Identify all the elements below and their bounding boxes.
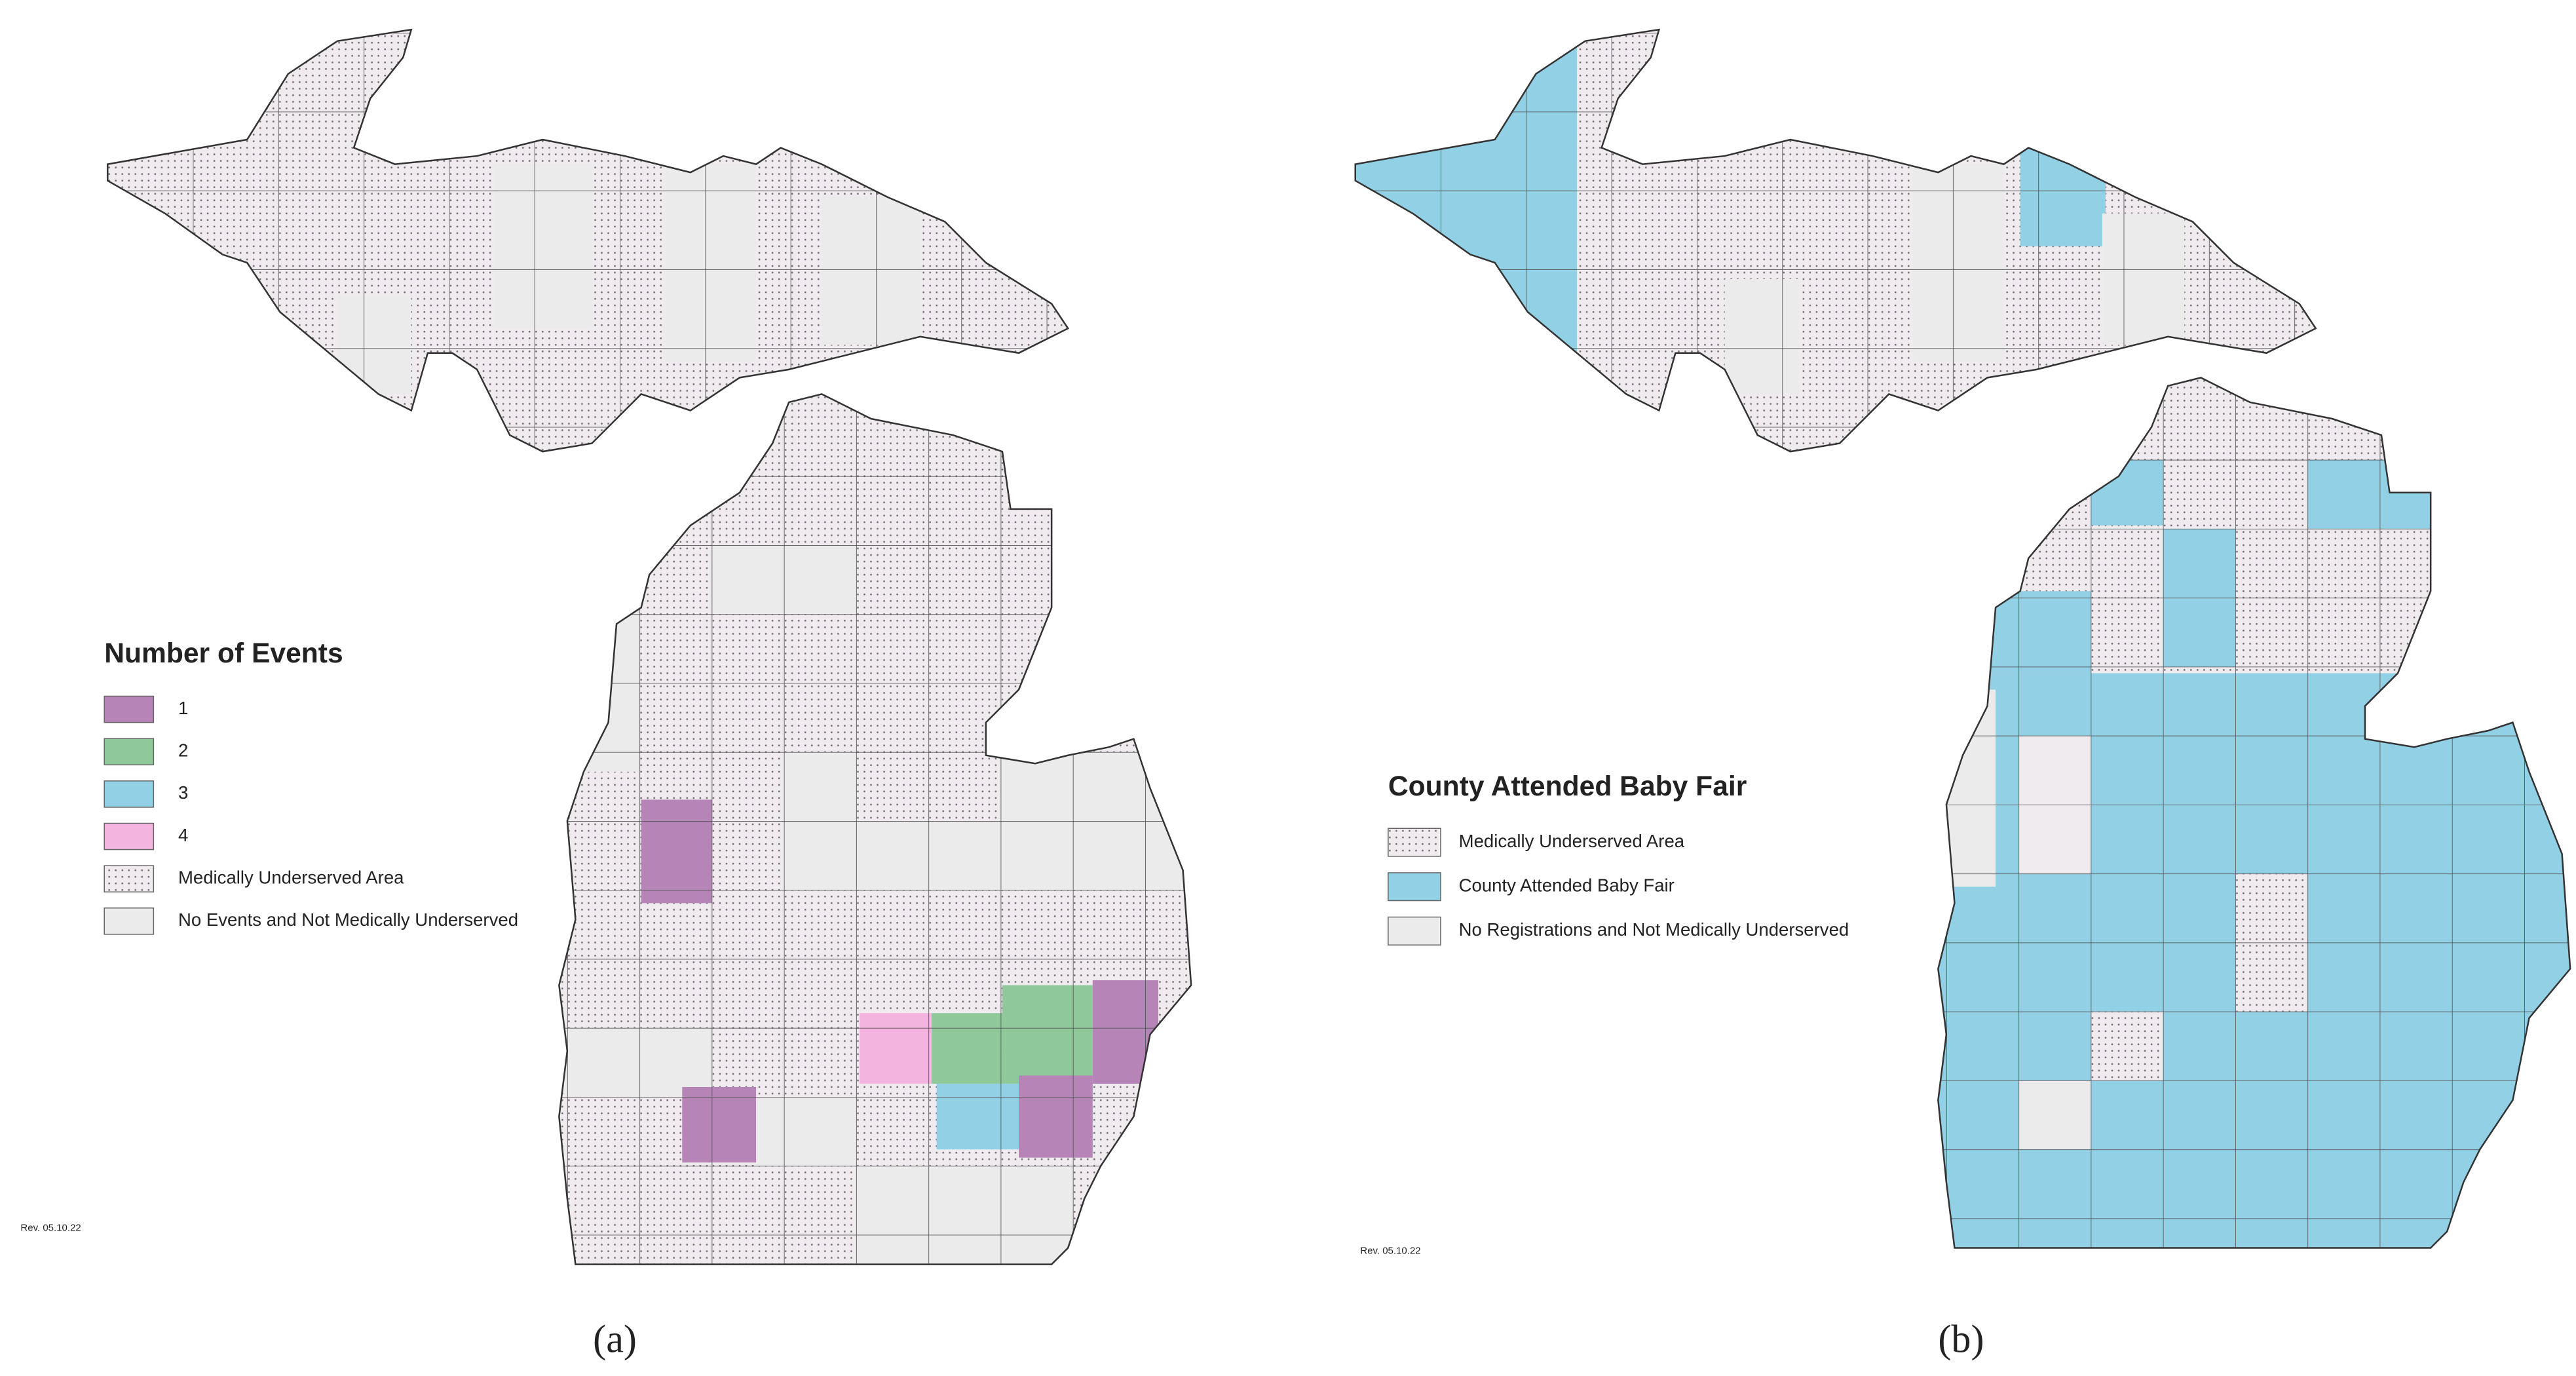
revision-date: Rev. 05.10.22 — [1360, 1246, 1420, 1257]
legend-swatch — [104, 695, 155, 723]
legend-title: Number of Events — [104, 638, 343, 669]
legend-label: 2 — [178, 740, 188, 761]
legend-swatch — [104, 822, 155, 850]
legend-label: County Attended Baby Fair — [1459, 875, 1675, 896]
legend-label: 4 — [178, 825, 188, 845]
legend-swatch — [104, 865, 155, 892]
caption: (b) — [1938, 1318, 1984, 1362]
legend-label: No Events and Not Medically Underserved — [178, 909, 518, 930]
legend-items: Medically Underserved Area County Attende… — [1388, 828, 1849, 946]
legend-a: Number of Events 1 2 3 4 Medically Underserv… — [104, 638, 518, 935]
revision-date: Rev. 05.10.22 — [20, 1222, 81, 1233]
legend-swatch — [104, 738, 155, 766]
legend-swatch — [104, 908, 155, 935]
legend-label: No Registrations and Not Medically Under… — [1459, 919, 1849, 940]
legend-swatch — [104, 780, 155, 808]
legend-swatch — [1388, 916, 1441, 946]
map-b — [1354, 28, 2571, 1249]
legend-b: County Attended Baby Fair Medically Unde… — [1388, 771, 1849, 946]
legend-label: 1 — [178, 698, 188, 718]
legend-label: Medically Underserved Area — [178, 867, 404, 887]
legend-label: Medically Underserved Area — [1459, 831, 1685, 851]
legend-swatch — [1388, 872, 1441, 902]
caption: (a) — [593, 1318, 637, 1362]
legend-label: 3 — [178, 782, 188, 803]
legend-items: 1 2 3 4 Medically Underserved Area No Events … — [104, 695, 518, 935]
legend-title: County Attended Baby Fair — [1388, 771, 1747, 802]
legend-swatch — [1388, 828, 1441, 857]
